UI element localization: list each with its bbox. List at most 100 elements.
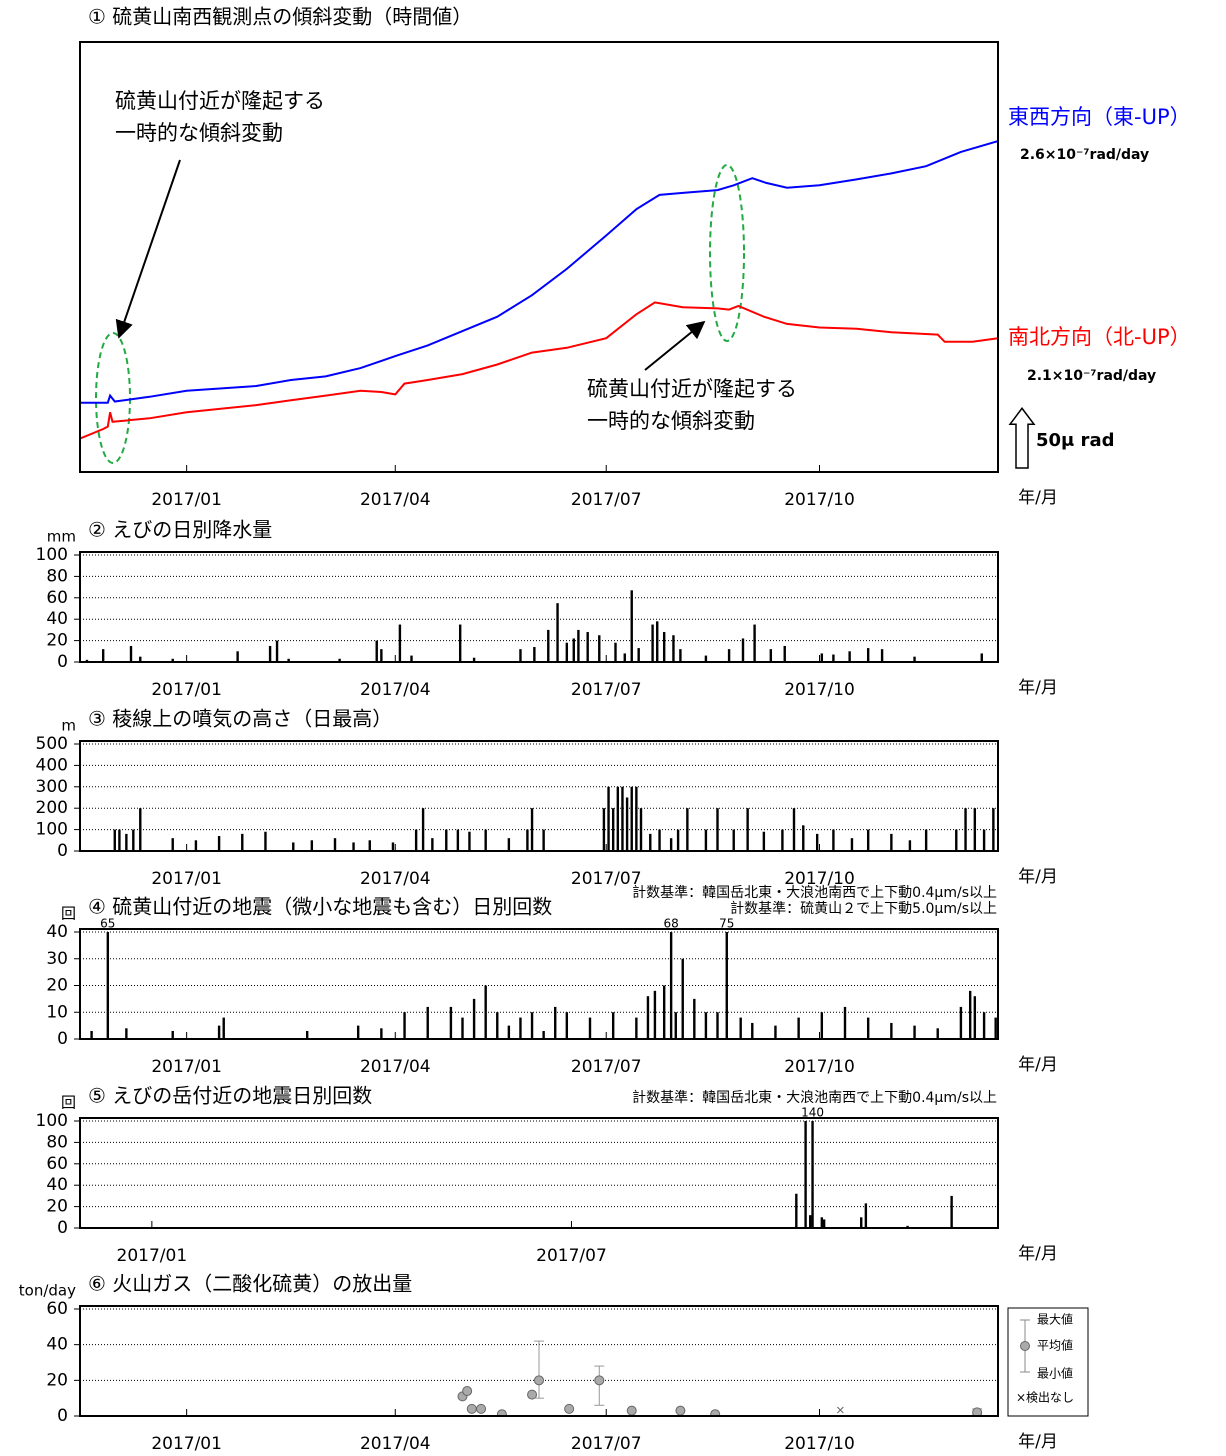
bar <box>338 658 341 662</box>
y-tick-label: 100 <box>36 1111 68 1131</box>
bar <box>125 833 128 851</box>
bar <box>403 1012 406 1039</box>
bar <box>843 1006 847 1039</box>
bar <box>672 635 675 662</box>
plot-frame <box>79 1117 999 1229</box>
unit-label: 回 <box>61 1094 76 1112</box>
y-tick-label: 20 <box>46 976 68 996</box>
arrow <box>644 320 706 371</box>
highlight-ellipse <box>95 332 131 464</box>
bar <box>398 624 402 662</box>
bar <box>222 1017 225 1039</box>
bar <box>449 1006 453 1039</box>
annotation: 一時的な傾斜変動 <box>587 409 755 433</box>
x-tick-label: 2017/01 <box>151 1434 222 1454</box>
bar <box>139 808 142 851</box>
bar <box>860 1217 863 1228</box>
y-tick-label: 200 <box>36 798 68 818</box>
x-tick-label: 2017/10 <box>784 490 855 510</box>
plot-frame <box>79 41 999 473</box>
bar <box>368 840 371 851</box>
bar <box>496 1012 499 1039</box>
bar <box>547 629 550 662</box>
bar <box>950 1195 953 1228</box>
bar <box>530 1012 534 1039</box>
not-detected <box>837 1406 844 1414</box>
bar <box>236 651 239 662</box>
point <box>675 1405 686 1416</box>
y-tick-label: 0 <box>57 1029 68 1049</box>
bar <box>380 649 383 662</box>
bar <box>171 658 174 662</box>
bar <box>275 640 279 662</box>
bar <box>848 651 851 662</box>
bar <box>519 649 522 662</box>
plot <box>85 590 983 662</box>
bar <box>732 829 735 851</box>
bar <box>264 831 267 851</box>
bar <box>964 808 967 851</box>
y-tick-label: 300 <box>36 777 68 797</box>
bar <box>669 932 673 1039</box>
bar <box>637 648 640 662</box>
bar <box>913 1025 916 1039</box>
bar <box>809 1215 812 1228</box>
bar <box>554 1006 557 1039</box>
bar <box>906 1225 909 1228</box>
bar <box>507 838 511 851</box>
y-tick-label: 0 <box>57 841 68 861</box>
y-tick-label: 0 <box>57 1406 68 1426</box>
legend-box <box>1007 1307 1089 1417</box>
bar <box>982 1012 986 1039</box>
bar <box>101 649 105 662</box>
bar <box>132 829 135 851</box>
bar <box>356 1025 360 1039</box>
x-tick-label: 2017/04 <box>360 1057 431 1077</box>
bar <box>621 786 624 851</box>
bar <box>352 842 355 851</box>
bar <box>625 797 629 851</box>
y-tick-label: 60 <box>46 1154 68 1174</box>
bar <box>751 1022 754 1039</box>
x-tick-label: 2017/04 <box>360 1434 431 1454</box>
bar <box>333 838 337 851</box>
legend-marker <box>1020 1341 1030 1351</box>
point <box>710 1409 721 1416</box>
scale-arrow <box>1008 407 1036 469</box>
bar <box>542 1030 545 1039</box>
y-tick-label: 40 <box>46 922 68 942</box>
bar <box>507 1025 511 1039</box>
y-tick-label: 20 <box>46 631 68 651</box>
bar <box>635 1017 638 1039</box>
bar <box>635 786 638 851</box>
bar <box>118 829 121 851</box>
plot <box>80 140 998 440</box>
scale-label: 50μ rad <box>1036 430 1114 451</box>
bar <box>815 833 819 851</box>
x-axis-label: 年/月 <box>1018 1055 1058 1075</box>
x-tick-label: 2017/10 <box>784 680 855 700</box>
bar <box>472 998 476 1039</box>
bar <box>890 1022 893 1039</box>
bar <box>959 1006 963 1039</box>
bar <box>866 1017 870 1039</box>
bar <box>704 829 708 851</box>
bar <box>630 590 633 662</box>
bar <box>421 808 425 851</box>
bar <box>783 645 786 662</box>
plot <box>457 1340 983 1416</box>
bar <box>461 1017 464 1039</box>
bar <box>674 1012 677 1039</box>
annotation: 一時的な傾斜変動 <box>115 121 283 145</box>
unit-label: m <box>61 717 76 735</box>
y-tick-label: 20 <box>46 1197 68 1217</box>
y-tick-label: 60 <box>46 1299 68 1319</box>
y-tick-label: 80 <box>46 1132 68 1152</box>
bar <box>542 829 545 851</box>
bar <box>380 1028 383 1039</box>
bar <box>565 642 569 662</box>
note: 計数基準：韓国岳北東・大浪池南西で上下動0.4μm/s以上 <box>632 1089 997 1106</box>
bar <box>310 840 314 851</box>
bar <box>774 1025 777 1039</box>
y-tick-label: 40 <box>46 1175 68 1195</box>
